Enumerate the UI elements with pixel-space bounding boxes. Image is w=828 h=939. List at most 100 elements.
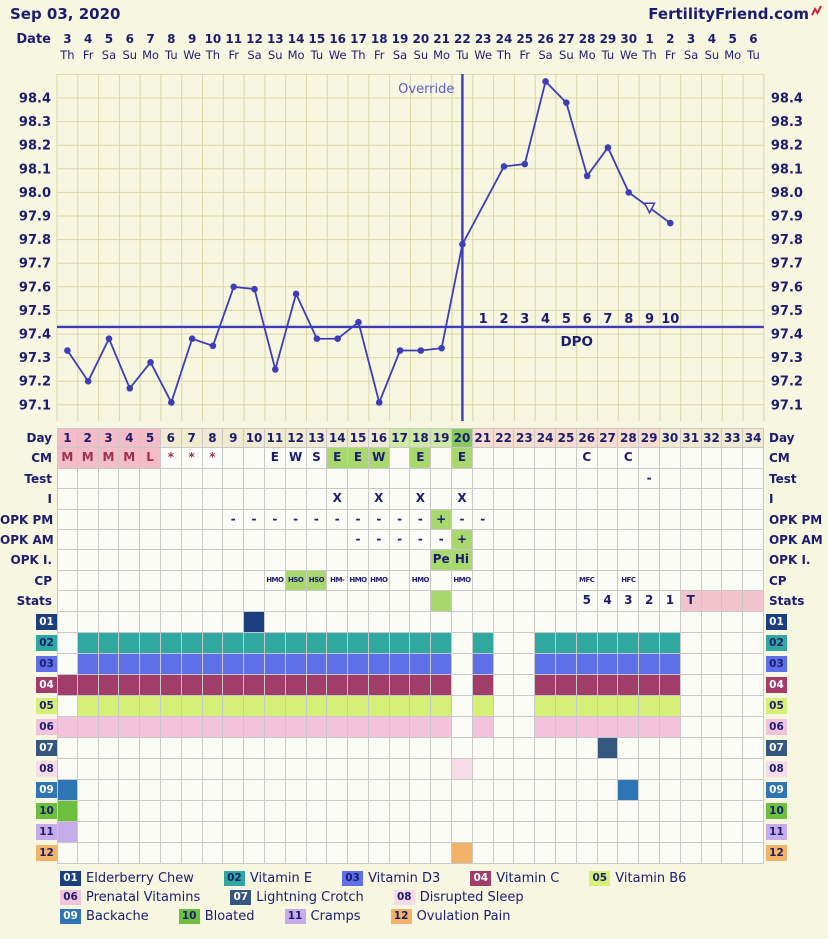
temp-dot[interactable] (147, 359, 154, 366)
tracker-cell[interactable] (576, 674, 598, 696)
tracker-cell[interactable] (57, 674, 78, 696)
tracker-cell[interactable] (431, 674, 453, 696)
tracker-cell[interactable] (119, 821, 141, 843)
tracker-cell[interactable] (472, 779, 494, 801)
opk-i-cell[interactable] (285, 550, 307, 571)
tracker-cell[interactable] (202, 674, 224, 696)
cm-cell[interactable]: C (618, 448, 640, 469)
tracker-cell[interactable] (98, 674, 120, 696)
tracker-cell[interactable] (57, 611, 78, 633)
opk-pm-cell[interactable]: - (348, 509, 369, 530)
tracker-cell[interactable] (452, 779, 473, 801)
tracker-cell[interactable] (493, 632, 515, 654)
tracker-cell[interactable] (264, 716, 286, 738)
tracker-cell[interactable] (701, 716, 723, 738)
opk-am-cell[interactable]: - (410, 529, 432, 551)
i-cell[interactable] (57, 489, 78, 510)
tracker-cell[interactable] (57, 800, 78, 822)
tracker-cell[interactable] (140, 611, 161, 633)
tracker-cell[interactable] (77, 695, 99, 717)
stats-cell[interactable] (223, 591, 245, 612)
opk-i-cell[interactable] (556, 550, 577, 571)
test-cell[interactable] (389, 468, 411, 490)
cp-cell[interactable] (160, 570, 182, 592)
tracker-cell[interactable] (285, 758, 307, 780)
tracker-cell[interactable] (514, 653, 536, 675)
cm-cell[interactable] (389, 448, 411, 469)
tracker-cell[interactable] (223, 779, 245, 801)
tracker-cell[interactable] (639, 842, 661, 864)
tracker-cell[interactable] (181, 800, 203, 822)
tracker-cell[interactable] (348, 758, 369, 780)
tracker-cell[interactable] (327, 800, 349, 822)
tracker-cell[interactable] (119, 842, 141, 864)
tracker-cell[interactable] (535, 632, 557, 654)
day-cell[interactable]: 33 (722, 428, 744, 449)
cm-cell[interactable] (660, 448, 681, 469)
i-cell[interactable]: X (368, 489, 390, 510)
tracker-cell[interactable] (202, 695, 224, 717)
cp-cell[interactable] (639, 570, 661, 592)
temp-dot[interactable] (230, 283, 238, 291)
tracker-cell[interactable] (389, 611, 411, 633)
day-cell[interactable]: 30 (660, 428, 681, 449)
tracker-cell[interactable] (618, 737, 640, 759)
test-cell[interactable] (493, 468, 515, 490)
cp-cell[interactable] (514, 570, 536, 592)
tracker-cell[interactable] (618, 800, 640, 822)
opk-pm-cell[interactable]: + (431, 509, 453, 530)
tracker-cell[interactable] (597, 779, 619, 801)
opk-i-cell[interactable] (660, 550, 681, 571)
i-cell[interactable] (639, 489, 661, 510)
opk-am-cell[interactable] (535, 529, 557, 551)
tracker-cell[interactable] (701, 653, 723, 675)
stats-cell[interactable] (389, 591, 411, 612)
tracker-cell[interactable] (285, 779, 307, 801)
test-cell[interactable] (57, 468, 78, 490)
tracker-cell[interactable] (680, 611, 702, 633)
opk-i-cell[interactable] (597, 550, 619, 571)
tracker-cell[interactable] (576, 695, 598, 717)
tracker-cell[interactable] (556, 695, 577, 717)
opk-am-cell[interactable] (743, 529, 764, 551)
cm-cell[interactable]: S (306, 448, 328, 469)
tracker-cell[interactable] (514, 695, 536, 717)
test-cell[interactable] (77, 468, 99, 490)
temp-dot[interactable] (375, 399, 383, 406)
i-cell[interactable] (223, 489, 245, 510)
opk-am-cell[interactable] (472, 529, 494, 551)
tracker-cell[interactable] (743, 800, 764, 822)
tracker-cell[interactable] (722, 632, 744, 654)
cm-cell[interactable]: E (264, 448, 286, 469)
tracker-cell[interactable] (389, 695, 411, 717)
tracker-cell[interactable] (410, 611, 432, 633)
test-cell[interactable] (119, 468, 141, 490)
tracker-cell[interactable] (660, 716, 681, 738)
tracker-cell[interactable] (452, 737, 473, 759)
test-cell[interactable] (285, 468, 307, 490)
tracker-cell[interactable] (140, 695, 161, 717)
tracker-cell[interactable] (223, 800, 245, 822)
cp-cell[interactable] (57, 570, 78, 592)
tracker-cell[interactable] (306, 611, 328, 633)
tracker-cell[interactable] (244, 800, 265, 822)
tracker-cell[interactable] (98, 611, 120, 633)
tracker-cell[interactable] (452, 653, 473, 675)
opk-i-cell[interactable] (98, 550, 120, 571)
tracker-cell[interactable] (119, 653, 141, 675)
opk-i-cell[interactable] (680, 550, 702, 571)
temp-dot[interactable] (625, 189, 633, 196)
i-cell[interactable] (98, 489, 120, 510)
tracker-cell[interactable] (389, 842, 411, 864)
opk-pm-cell[interactable] (743, 509, 764, 530)
tracker-cell[interactable] (618, 842, 640, 864)
day-cell[interactable]: 24 (535, 428, 557, 449)
tracker-cell[interactable] (639, 611, 661, 633)
tracker-cell[interactable] (618, 716, 640, 738)
day-cell[interactable]: 18 (410, 428, 432, 449)
tracker-cell[interactable] (452, 821, 473, 843)
test-cell[interactable]: - (639, 468, 661, 490)
tracker-cell[interactable] (701, 800, 723, 822)
stats-cell[interactable] (306, 591, 328, 612)
tracker-cell[interactable] (348, 779, 369, 801)
